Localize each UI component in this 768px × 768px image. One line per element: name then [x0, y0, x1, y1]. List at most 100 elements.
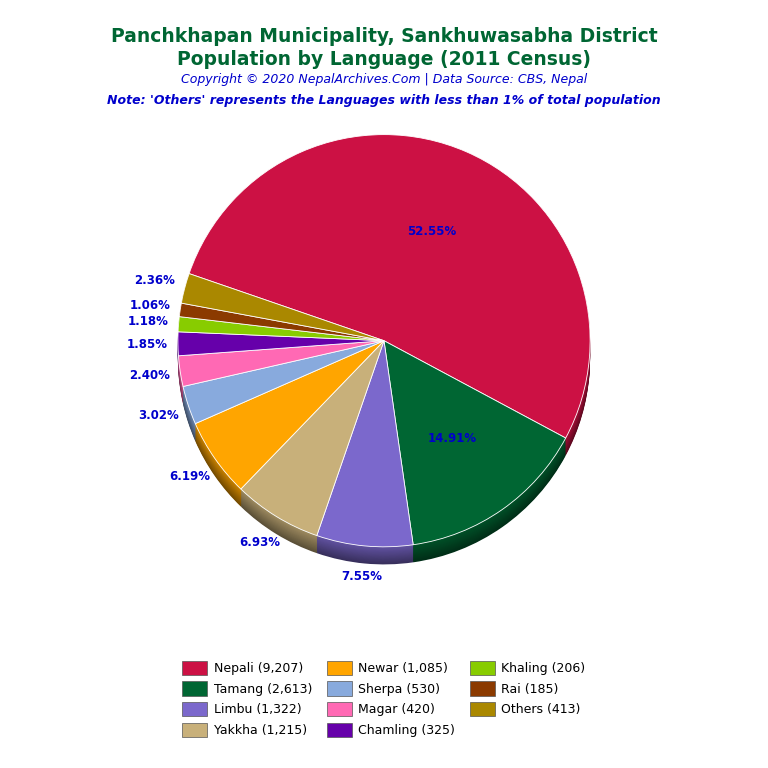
- Wedge shape: [178, 325, 384, 349]
- Wedge shape: [183, 344, 384, 427]
- Wedge shape: [317, 343, 413, 549]
- Wedge shape: [181, 282, 384, 349]
- Wedge shape: [178, 333, 384, 357]
- Wedge shape: [178, 333, 384, 358]
- Wedge shape: [179, 317, 384, 355]
- Wedge shape: [195, 354, 384, 502]
- Wedge shape: [241, 356, 384, 551]
- Wedge shape: [195, 349, 384, 498]
- Text: 1.85%: 1.85%: [127, 338, 167, 351]
- Wedge shape: [195, 353, 384, 502]
- Wedge shape: [178, 350, 384, 396]
- Wedge shape: [178, 338, 384, 362]
- Wedge shape: [384, 349, 566, 553]
- Wedge shape: [179, 305, 384, 343]
- Wedge shape: [183, 351, 384, 434]
- Wedge shape: [195, 356, 384, 504]
- Wedge shape: [178, 339, 384, 364]
- Wedge shape: [183, 354, 384, 437]
- Wedge shape: [195, 356, 384, 505]
- Wedge shape: [178, 344, 384, 390]
- Wedge shape: [189, 137, 590, 440]
- Wedge shape: [195, 344, 384, 492]
- Wedge shape: [241, 344, 384, 539]
- Wedge shape: [178, 331, 384, 355]
- Wedge shape: [183, 343, 384, 426]
- Text: 52.55%: 52.55%: [407, 225, 456, 237]
- Wedge shape: [178, 340, 384, 365]
- Wedge shape: [181, 276, 384, 343]
- Text: Panchkhapan Municipality, Sankhuwasabha District: Panchkhapan Municipality, Sankhuwasabha …: [111, 27, 657, 46]
- Wedge shape: [189, 147, 590, 452]
- Wedge shape: [178, 333, 384, 356]
- Wedge shape: [181, 274, 384, 342]
- Wedge shape: [189, 144, 590, 448]
- Wedge shape: [178, 342, 384, 366]
- Wedge shape: [241, 357, 384, 552]
- Wedge shape: [317, 350, 413, 557]
- Legend: Nepali (9,207), Tamang (2,613), Limbu (1,322), Yakkha (1,215), Newar (1,085), Sh: Nepali (9,207), Tamang (2,613), Limbu (1…: [176, 654, 592, 743]
- Wedge shape: [241, 341, 384, 535]
- Text: 14.91%: 14.91%: [428, 432, 477, 445]
- Wedge shape: [178, 348, 384, 393]
- Wedge shape: [317, 341, 413, 547]
- Wedge shape: [195, 351, 384, 499]
- Wedge shape: [384, 354, 566, 558]
- Wedge shape: [384, 342, 566, 545]
- Wedge shape: [189, 137, 590, 441]
- Wedge shape: [241, 346, 384, 541]
- Wedge shape: [183, 345, 384, 428]
- Wedge shape: [181, 290, 384, 356]
- Wedge shape: [179, 312, 384, 349]
- Wedge shape: [195, 341, 384, 489]
- Wedge shape: [241, 354, 384, 549]
- Wedge shape: [183, 342, 384, 425]
- Wedge shape: [178, 351, 384, 397]
- Wedge shape: [178, 356, 384, 402]
- Wedge shape: [183, 349, 384, 432]
- Wedge shape: [178, 326, 384, 349]
- Wedge shape: [179, 304, 384, 342]
- Wedge shape: [179, 303, 384, 341]
- Text: Copyright © 2020 NepalArchives.Com | Data Source: CBS, Nepal: Copyright © 2020 NepalArchives.Com | Dat…: [181, 73, 587, 86]
- Wedge shape: [178, 349, 384, 372]
- Text: Population by Language (2011 Census): Population by Language (2011 Census): [177, 50, 591, 69]
- Wedge shape: [317, 351, 413, 558]
- Wedge shape: [183, 346, 384, 429]
- Wedge shape: [179, 315, 384, 353]
- Wedge shape: [189, 150, 590, 453]
- Wedge shape: [384, 341, 566, 545]
- Wedge shape: [384, 350, 566, 554]
- Wedge shape: [384, 348, 566, 551]
- Wedge shape: [179, 309, 384, 346]
- Wedge shape: [317, 345, 413, 551]
- Wedge shape: [181, 291, 384, 359]
- Wedge shape: [183, 353, 384, 436]
- Wedge shape: [178, 327, 384, 351]
- Wedge shape: [241, 353, 384, 547]
- Wedge shape: [178, 343, 384, 389]
- Wedge shape: [241, 348, 384, 543]
- Wedge shape: [183, 341, 384, 424]
- Wedge shape: [195, 350, 384, 498]
- Wedge shape: [183, 355, 384, 438]
- Wedge shape: [384, 356, 566, 561]
- Wedge shape: [384, 357, 566, 561]
- Wedge shape: [178, 323, 384, 347]
- Wedge shape: [178, 319, 384, 343]
- Wedge shape: [178, 345, 384, 369]
- Wedge shape: [178, 346, 384, 371]
- Wedge shape: [384, 346, 566, 550]
- Wedge shape: [181, 288, 384, 355]
- Wedge shape: [241, 343, 384, 538]
- Text: 6.93%: 6.93%: [240, 536, 280, 549]
- Wedge shape: [178, 329, 384, 354]
- Text: 1.18%: 1.18%: [127, 315, 168, 328]
- Wedge shape: [317, 354, 413, 560]
- Wedge shape: [241, 350, 384, 545]
- Wedge shape: [178, 349, 384, 373]
- Wedge shape: [181, 279, 384, 346]
- Wedge shape: [178, 328, 384, 353]
- Text: 7.55%: 7.55%: [341, 570, 382, 583]
- Wedge shape: [384, 345, 566, 549]
